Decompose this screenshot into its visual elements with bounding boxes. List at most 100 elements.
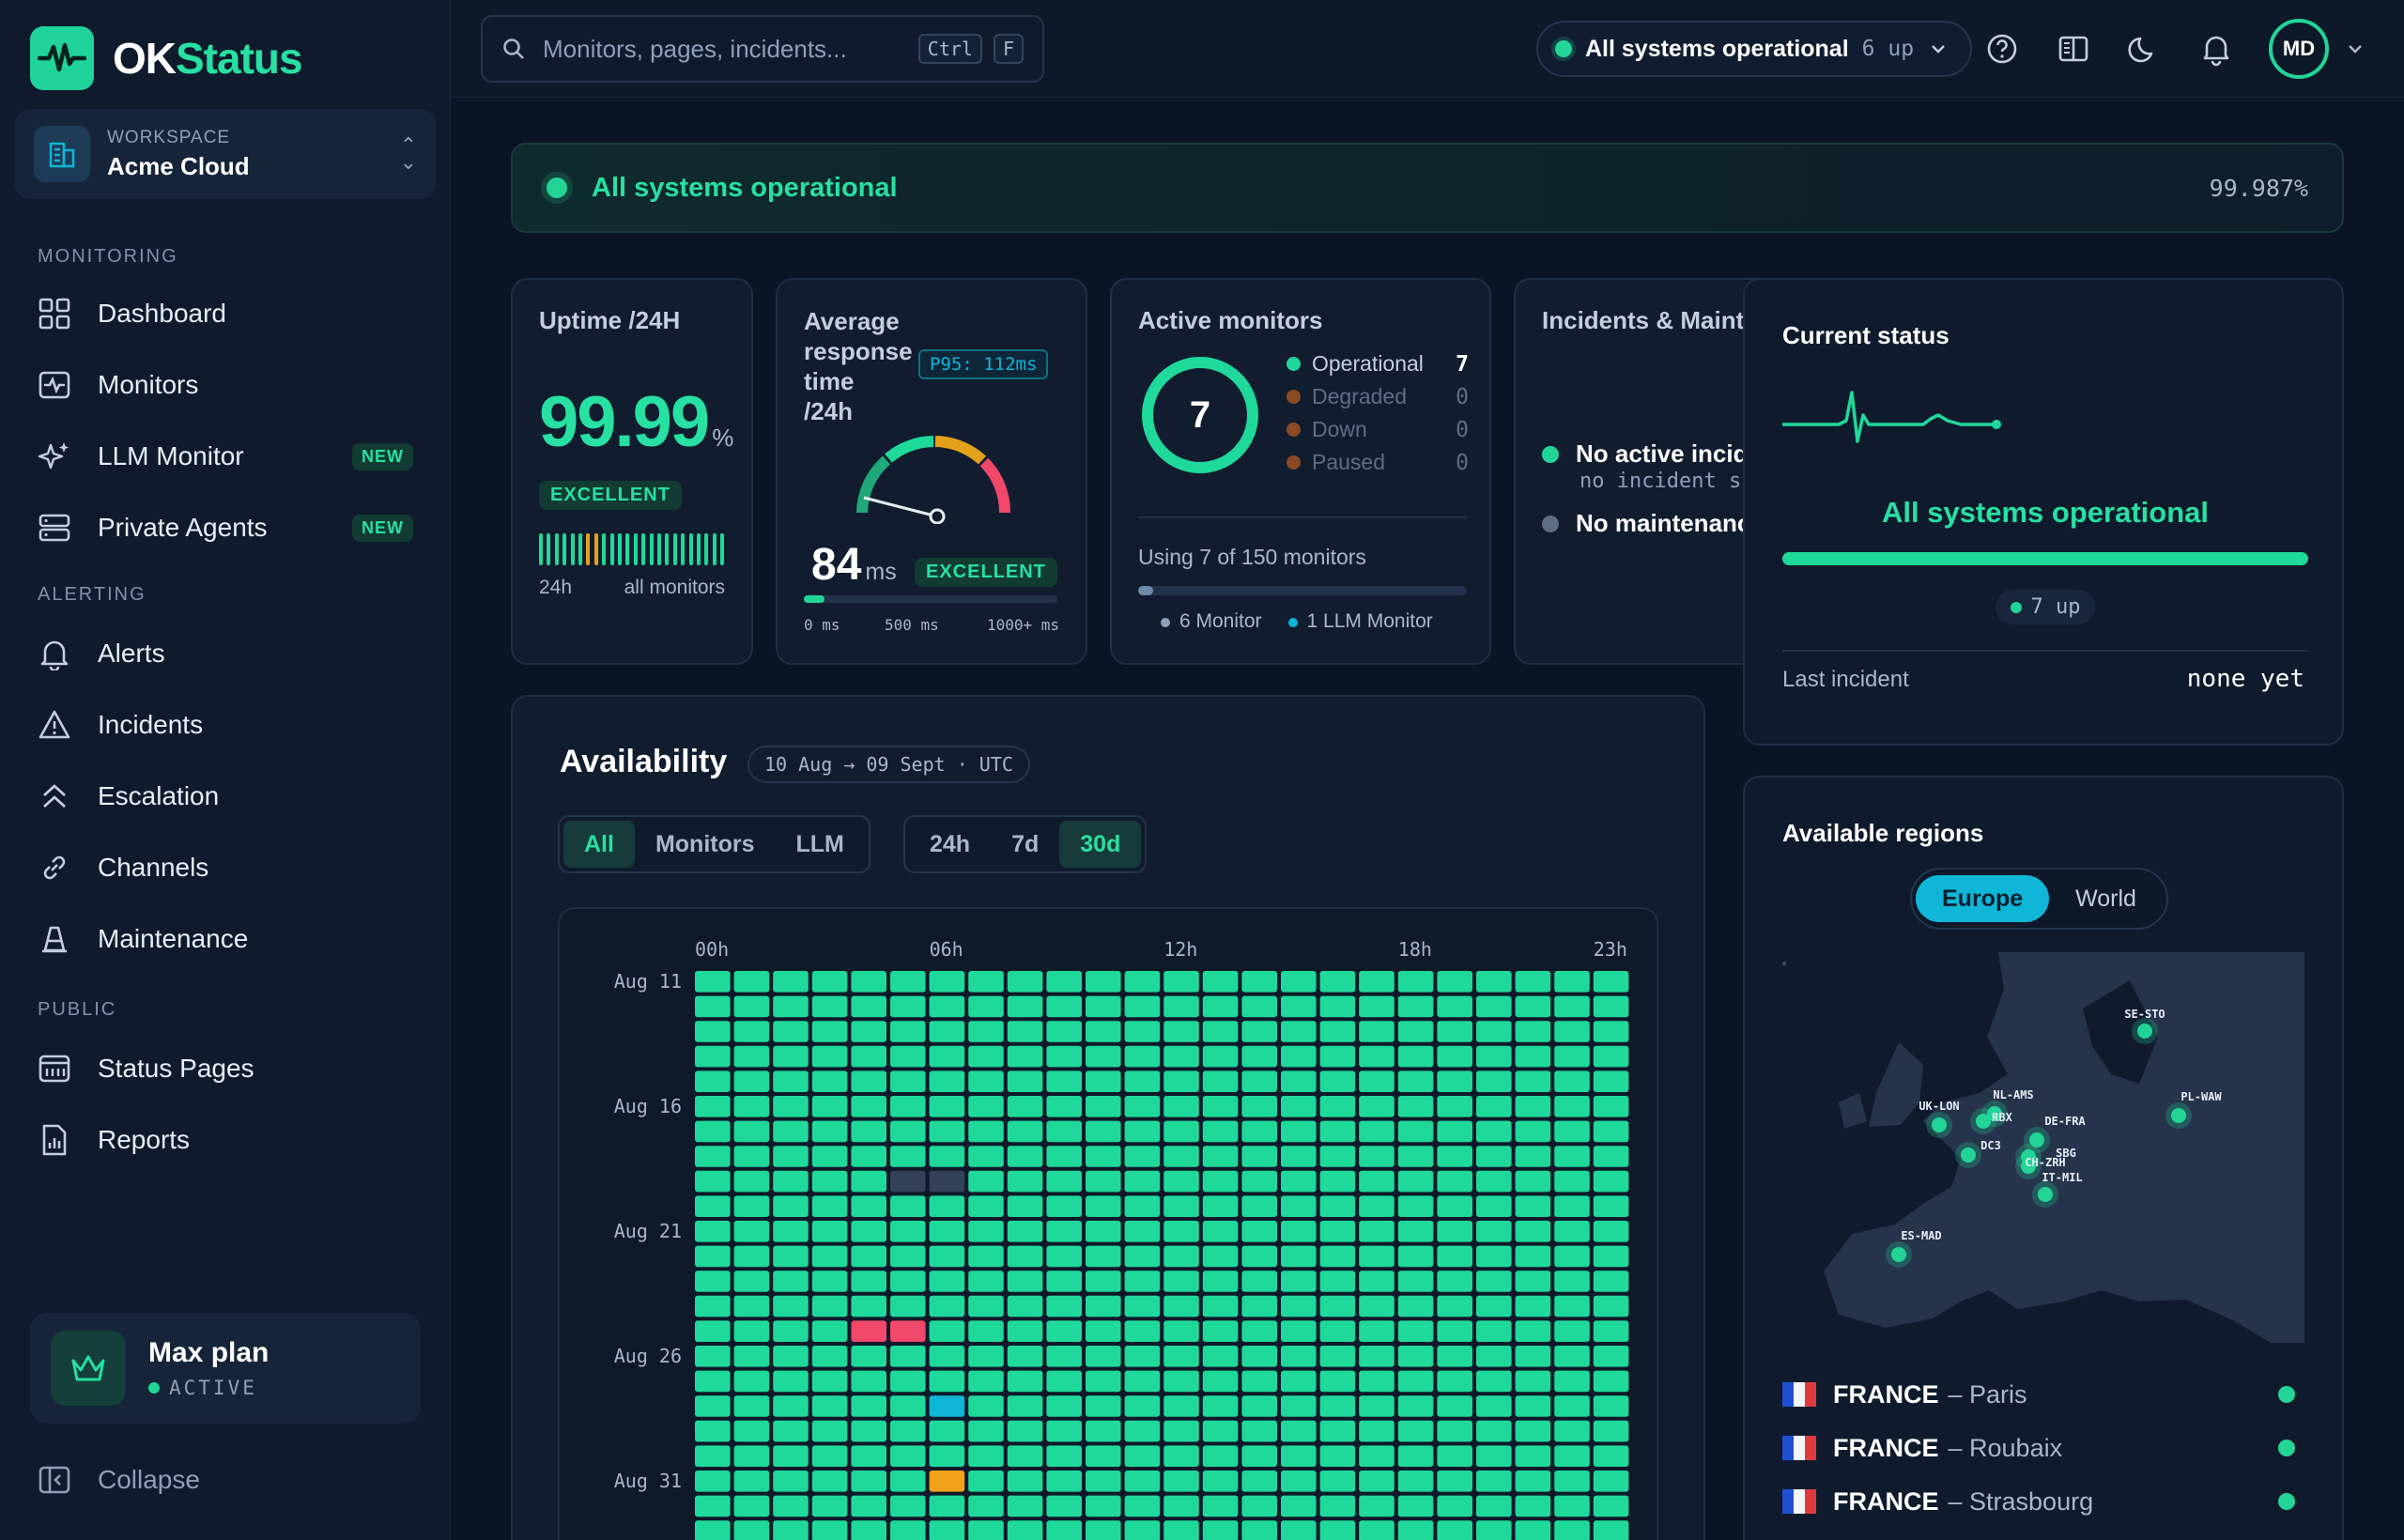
heatmap-cell[interactable] — [1046, 1320, 1082, 1342]
heatmap-cell[interactable] — [695, 1520, 731, 1540]
heatmap-cell[interactable] — [1086, 1070, 1121, 1092]
heatmap-cell[interactable] — [1046, 1420, 1082, 1442]
heatmap-cell[interactable] — [811, 1195, 848, 1217]
heatmap-cell[interactable] — [733, 1495, 770, 1517]
heatmap-cell[interactable] — [1437, 1270, 1472, 1292]
heatmap-cell[interactable] — [811, 1096, 848, 1117]
heatmap-cell[interactable] — [1281, 1045, 1317, 1068]
heatmap-cell[interactable] — [1593, 1221, 1629, 1242]
heatmap-cell[interactable] — [773, 1320, 809, 1342]
heatmap-cell[interactable] — [1202, 1370, 1239, 1393]
heatmap-cell[interactable] — [1359, 1120, 1395, 1143]
heatmap-cell[interactable] — [1163, 1070, 1199, 1092]
heatmap-cell[interactable] — [968, 1445, 1004, 1467]
heatmap-cell[interactable] — [1359, 971, 1395, 993]
heatmap-cell[interactable] — [1007, 1420, 1043, 1442]
heatmap-cell[interactable] — [851, 1471, 886, 1492]
heatmap-cell[interactable] — [968, 1520, 1004, 1540]
heatmap-cell[interactable] — [1046, 1045, 1082, 1068]
heatmap-cell[interactable] — [929, 1021, 965, 1042]
heatmap-cell[interactable] — [929, 1170, 965, 1193]
heatmap-cell[interactable] — [851, 1045, 886, 1068]
heatmap-cell[interactable] — [851, 971, 886, 993]
heatmap-cell[interactable] — [851, 1495, 886, 1517]
heatmap-cell[interactable] — [1515, 1520, 1551, 1540]
heatmap-cell[interactable] — [1202, 1096, 1239, 1117]
heatmap-cell[interactable] — [1476, 1146, 1512, 1167]
heatmap-cell[interactable] — [1397, 1370, 1434, 1393]
heatmap-cell[interactable] — [1476, 1420, 1512, 1442]
heatmap-cell[interactable] — [1437, 1320, 1472, 1342]
chevron-down-icon[interactable] — [2346, 39, 2365, 58]
heatmap-cell[interactable] — [733, 1471, 770, 1492]
heatmap-cell[interactable] — [1124, 1370, 1161, 1393]
heatmap-cell[interactable] — [1476, 1170, 1512, 1193]
heatmap-cell[interactable] — [1124, 1420, 1161, 1442]
heatmap-cell[interactable] — [695, 995, 731, 1018]
heatmap-cell[interactable] — [811, 1070, 848, 1092]
heatmap-cell[interactable] — [1163, 1320, 1199, 1342]
help-icon[interactable] — [1983, 30, 2021, 68]
heatmap-cell[interactable] — [1319, 1495, 1356, 1517]
heatmap-cell[interactable] — [695, 1245, 731, 1268]
heatmap-cell[interactable] — [851, 1270, 886, 1292]
heatmap-cell[interactable] — [1476, 1445, 1512, 1467]
heatmap-cell[interactable] — [1046, 1221, 1082, 1242]
heatmap-cell[interactable] — [1593, 1021, 1629, 1042]
heatmap-cell[interactable] — [851, 1195, 886, 1217]
heatmap-cell[interactable] — [695, 1270, 731, 1292]
heatmap-cell[interactable] — [1007, 1070, 1043, 1092]
heatmap-cell[interactable] — [1241, 1520, 1277, 1540]
region-row[interactable]: FRANCE – Paris — [1782, 1371, 2295, 1418]
heatmap-cell[interactable] — [695, 971, 731, 993]
heatmap-cell[interactable] — [1281, 1395, 1317, 1417]
heatmap-cell[interactable] — [1476, 1395, 1512, 1417]
heatmap-cell[interactable] — [1593, 1370, 1629, 1393]
heatmap-cell[interactable] — [733, 1120, 770, 1143]
heatmap-cell[interactable] — [1319, 1295, 1356, 1317]
heatmap-cell[interactable] — [1202, 1146, 1239, 1167]
heatmap-cell[interactable] — [695, 1445, 731, 1467]
heatmap-cell[interactable] — [1554, 1221, 1590, 1242]
heatmap-cell[interactable] — [1554, 1420, 1590, 1442]
sidebar-item-monitors[interactable]: Monitors — [38, 362, 413, 408]
heatmap-cell[interactable] — [811, 1295, 848, 1317]
heatmap-cell[interactable] — [1202, 971, 1239, 993]
heatmap-cell[interactable] — [1476, 1320, 1512, 1342]
heatmap-cell[interactable] — [1359, 1245, 1395, 1268]
heatmap-cell[interactable] — [1241, 1195, 1277, 1217]
workspace-switcher[interactable]: WORKSPACE Acme Cloud ⌃ ⌄ — [15, 109, 436, 199]
heatmap-cell[interactable] — [1593, 1395, 1629, 1417]
heatmap-cell[interactable] — [1241, 1070, 1277, 1092]
heatmap-cell[interactable] — [929, 1045, 965, 1068]
region-marker[interactable] — [1987, 1106, 2002, 1121]
heatmap-cell[interactable] — [733, 1270, 770, 1292]
heatmap-cell[interactable] — [1163, 971, 1199, 993]
heatmap-cell[interactable] — [773, 1070, 809, 1092]
heatmap-cell[interactable] — [1086, 1021, 1121, 1042]
heatmap-cell[interactable] — [1281, 1445, 1317, 1467]
heatmap-cell[interactable] — [890, 1295, 926, 1317]
heatmap-cell[interactable] — [773, 1471, 809, 1492]
heatmap-cell[interactable] — [1554, 971, 1590, 993]
heatmap-cell[interactable] — [1554, 1120, 1590, 1143]
heatmap-cell[interactable] — [1241, 1170, 1277, 1193]
heatmap-cell[interactable] — [890, 1270, 926, 1292]
heatmap-cell[interactable] — [968, 1370, 1004, 1393]
heatmap-cell[interactable] — [1086, 995, 1121, 1018]
heatmap-cell[interactable] — [695, 1495, 731, 1517]
heatmap-cell[interactable] — [1397, 1471, 1434, 1492]
heatmap-cell[interactable] — [773, 1370, 809, 1393]
heatmap-cell[interactable] — [1007, 1021, 1043, 1042]
heatmap-cell[interactable] — [1319, 1146, 1356, 1167]
heatmap-cell[interactable] — [1437, 971, 1472, 993]
sidebar-item-escalation[interactable]: Escalation — [38, 774, 413, 819]
heatmap-cell[interactable] — [1593, 1346, 1629, 1367]
heatmap-cell[interactable] — [1046, 1146, 1082, 1167]
heatmap-cell[interactable] — [851, 1320, 886, 1342]
heatmap-cell[interactable] — [1515, 1120, 1551, 1143]
heatmap-cell[interactable] — [1241, 1471, 1277, 1492]
heatmap-cell[interactable] — [1593, 1070, 1629, 1092]
heatmap-cell[interactable] — [968, 1146, 1004, 1167]
heatmap-cell[interactable] — [695, 1471, 731, 1492]
